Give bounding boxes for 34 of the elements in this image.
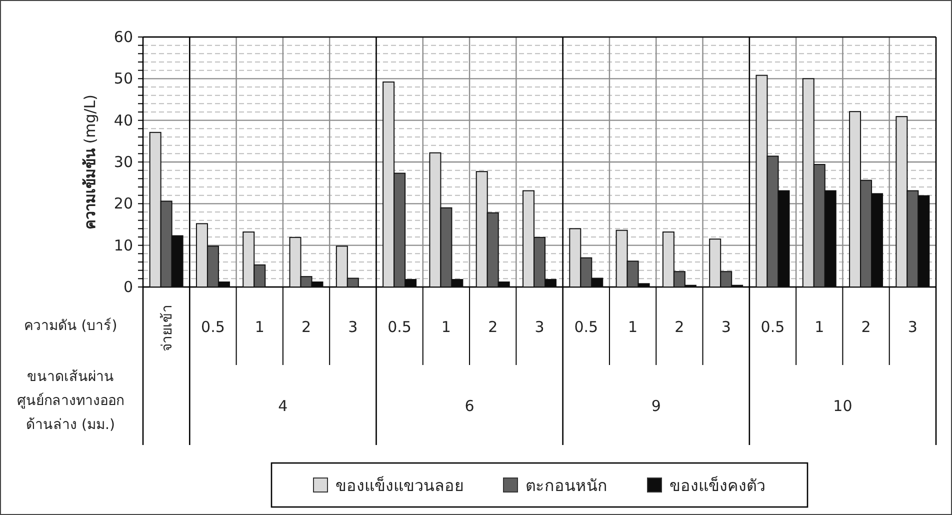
text: ความดัน (บาร์) (24, 316, 118, 336)
x-tick-label: 0.5 (760, 318, 785, 336)
x-tick-label: 1 (814, 318, 824, 336)
text: 9 (651, 397, 661, 415)
y-tick-label: 10 (114, 236, 133, 254)
x-tick-label: 2 (301, 318, 312, 336)
x-tick-label: 3 (534, 318, 544, 336)
x-tick-label: 2 (674, 318, 684, 336)
x-tick-label: 0.5 (574, 318, 598, 336)
legend-label: ตะกอนหนัก (526, 476, 608, 495)
y-tick-label: 30 (114, 153, 133, 171)
text: 6 (464, 397, 474, 415)
x-tick-label: 3 (721, 318, 731, 336)
text: 10 (833, 397, 852, 415)
y-tick-label: 50 (114, 70, 133, 88)
y-tick-label: 0 (123, 278, 133, 296)
x-tick-label: 0.5 (388, 318, 412, 336)
y-axis-title: ความเข้มข้น (mg/L) (81, 94, 99, 230)
x-tick-label: 1 (254, 318, 264, 336)
x-tick-label: 1 (441, 318, 451, 336)
x-tick-label: 2 (488, 318, 498, 336)
y-tick-label: 20 (114, 194, 133, 213)
x-tick-label: จ่ายเข้า (159, 304, 176, 352)
x-tick-label: 3 (908, 318, 918, 336)
x-tick-label: 3 (348, 318, 358, 336)
x-tick-label: 1 (628, 318, 638, 336)
y-tick-label: 40 (114, 111, 133, 130)
legend-label: ของแข็งแขวนลอย (336, 475, 464, 495)
x-tick-label: 2 (861, 318, 871, 336)
legend-label: ของแข็งคงตัว (670, 475, 766, 495)
text: ขนาดเส้นผ่านศูนย์กลางทางออกด้านล่าง (มม.) (16, 368, 125, 435)
x-tick-label: 0.5 (201, 318, 225, 336)
text: 4 (278, 397, 288, 415)
y-tick-label: 60 (114, 28, 133, 46)
